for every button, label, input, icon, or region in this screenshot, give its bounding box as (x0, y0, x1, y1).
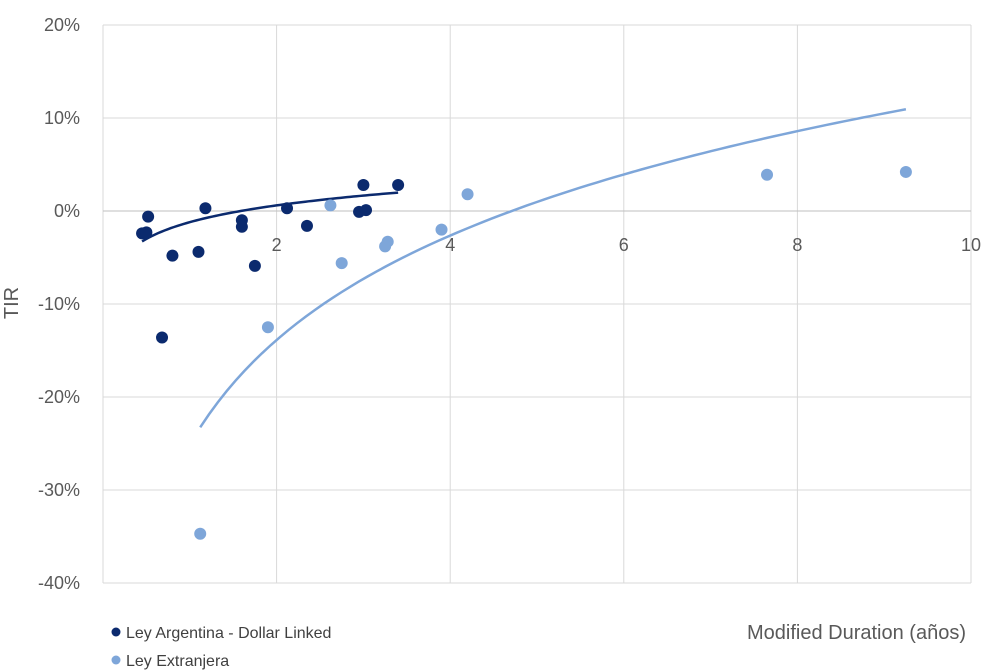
point-ley-argentina (140, 226, 153, 239)
point-ley-argentina (248, 259, 261, 272)
legend: Ley Argentina - Dollar Linked Ley Extran… (111, 625, 331, 670)
x-tick-label: 8 (792, 235, 802, 255)
y-tick-label: -10% (38, 294, 80, 314)
x-tick-label: 2 (272, 235, 282, 255)
y-tick-label: -40% (38, 573, 80, 593)
point-ley-argentina (199, 202, 212, 215)
point-ley-argentina (281, 202, 294, 215)
tick-labels: 20% 10% 0% -10% -20% -30% -40% 2 4 6 8 10 (38, 15, 981, 593)
trendline-ley-extranjera (199, 108, 907, 429)
legend-label-ley-argentina: Ley Argentina - Dollar Linked (126, 625, 331, 642)
y-tick-label: 20% (44, 15, 80, 35)
y-tick-label: 0% (54, 201, 80, 221)
point-ley-argentina (156, 331, 169, 344)
gridlines (103, 24, 972, 584)
point-ley-extranjera (899, 165, 912, 178)
point-ley-extranjera (324, 199, 337, 212)
legend-marker-ley-argentina (111, 627, 121, 637)
y-tick-label: 10% (44, 108, 80, 128)
point-ley-extranjera (194, 527, 207, 540)
point-ley-extranjera (335, 257, 348, 270)
point-ley-extranjera (461, 188, 474, 201)
x-axis-title: Modified Duration (años) (747, 622, 966, 644)
point-ley-extranjera (261, 321, 274, 334)
point-ley-argentina (192, 245, 205, 258)
y-tick-label: -30% (38, 480, 80, 500)
point-ley-argentina (166, 249, 179, 262)
data-points (136, 165, 912, 540)
point-ley-argentina (142, 210, 155, 223)
x-tick-label: 10 (961, 235, 981, 255)
point-ley-argentina (300, 219, 313, 232)
point-ley-argentina (360, 204, 373, 217)
point-ley-extranjera (381, 235, 394, 248)
x-tick-label: 6 (619, 235, 629, 255)
legend-label-ley-extranjera: Ley Extranjera (126, 653, 229, 670)
trendline-ley-argentina (141, 191, 399, 243)
point-ley-argentina (357, 178, 370, 191)
point-ley-extranjera (761, 168, 774, 181)
legend-marker-ley-extranjera (111, 655, 121, 665)
x-tick-label: 4 (445, 235, 455, 255)
point-ley-argentina (392, 178, 405, 191)
y-axis-title: TIR (1, 287, 23, 319)
point-ley-extranjera (435, 223, 448, 236)
point-ley-argentina (235, 220, 248, 233)
trendlines (141, 108, 907, 429)
y-tick-label: -20% (38, 387, 80, 407)
